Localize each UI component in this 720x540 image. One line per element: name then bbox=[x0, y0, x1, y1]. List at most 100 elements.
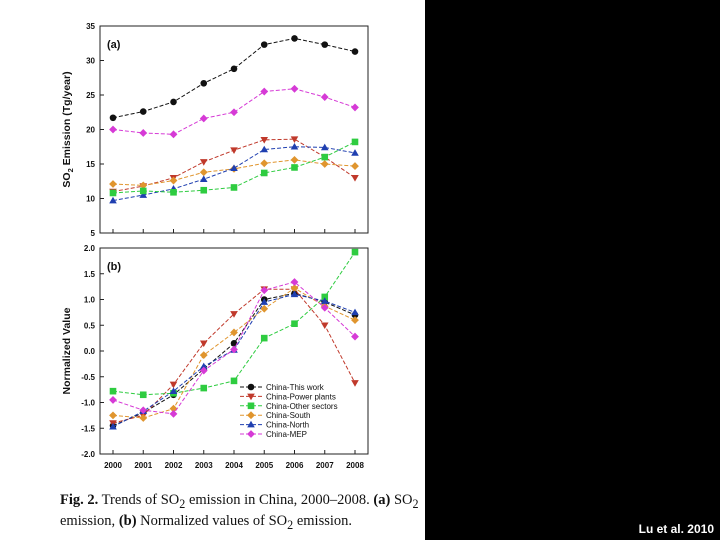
panel-a-point-china-north bbox=[260, 145, 269, 153]
panel-b-point-china-other-sectors bbox=[321, 293, 329, 301]
panel-a-point-china-mep bbox=[320, 93, 329, 101]
panel-b-point-china-power-plants bbox=[230, 311, 238, 318]
panel-a-point-china-mep bbox=[260, 87, 269, 96]
panel-b-ytick-label: 0.0 bbox=[84, 347, 96, 356]
panel-a-point-china-other-sectors bbox=[230, 184, 238, 191]
panel-a-point-china-other-sectors bbox=[351, 138, 359, 146]
panel-a-point-china-other-sectors bbox=[139, 187, 147, 195]
panel-a-point-china-north bbox=[290, 142, 299, 150]
panel-a-point-china-north bbox=[139, 191, 148, 198]
panel-a-point-china-south bbox=[351, 162, 359, 170]
panel-a-point-china-mep bbox=[139, 129, 148, 137]
legend-marker-china-power-plants bbox=[247, 393, 255, 401]
legend-marker-china-south bbox=[247, 411, 255, 420]
panel-b-ytick-label: 1.5 bbox=[84, 270, 96, 279]
panel-a-point-china-south bbox=[320, 160, 329, 168]
panel-a-point-china-this-work bbox=[260, 41, 268, 48]
panel-a-point-china-south bbox=[169, 176, 178, 185]
caption-text-5: Normalized values of SO bbox=[136, 512, 288, 529]
panel-a-point-china-other-sectors bbox=[170, 188, 177, 196]
panel-a-point-china-mep bbox=[109, 125, 117, 134]
panel-b-point-china-south bbox=[109, 411, 117, 420]
panel-b-xtick-label: 2004 bbox=[225, 461, 243, 470]
panel-b-point-china-mep bbox=[260, 286, 269, 295]
panel-a-series-china-this-work bbox=[109, 35, 359, 122]
panel-a-ytick-label: 30 bbox=[86, 57, 95, 66]
panel-b-ylabel: Normalized Value bbox=[61, 307, 73, 394]
panel-a-line-china-north bbox=[112, 146, 356, 202]
panel-b-ytick-label: -1.0 bbox=[81, 399, 95, 408]
panel-a-point-china-north bbox=[230, 164, 238, 171]
panel-b-point-china-north bbox=[320, 297, 329, 304]
legend-marker-china-this-work bbox=[247, 383, 255, 391]
panel-b-chart: -2.0 -1.5 -1.0 -0.5 0.0 0.5 1.0 1.5 2.0 (b) Normal… bbox=[61, 244, 369, 470]
panel-a-point-china-power-plants bbox=[290, 136, 299, 143]
panel-b-point-china-south bbox=[260, 304, 269, 313]
panel-a-ytick-label: 35 bbox=[86, 22, 95, 31]
panel-b-xtick-label: 2007 bbox=[316, 461, 334, 470]
panel-a-point-china-this-work bbox=[291, 35, 298, 42]
panel-b-series-china-south bbox=[109, 284, 359, 422]
panel-a-point-china-north bbox=[199, 175, 208, 182]
panel-b-point-china-south bbox=[169, 404, 178, 413]
panel-b-series-china-other-sectors bbox=[109, 248, 359, 399]
panel-b-line-china-other-sectors bbox=[112, 251, 356, 396]
panel-a-point-china-south bbox=[290, 155, 299, 164]
so2-figure: 5 10 15 20 25 30 35 (a) SO2 Emission (Tg/year) -… bbox=[61, 22, 369, 470]
panel-a-point-china-other-sectors bbox=[321, 153, 329, 161]
panel-b-ytick-label: 2.0 bbox=[84, 244, 96, 253]
panel-b-xtick-label: 2006 bbox=[286, 461, 304, 470]
panel-b-point-china-mep bbox=[320, 303, 329, 312]
panel-a-point-china-power-plants bbox=[351, 175, 359, 182]
legend-label-china-south: China-South bbox=[266, 411, 310, 420]
panel-a-point-china-this-work bbox=[170, 98, 177, 106]
legend-label-china-this-work: China-This work bbox=[266, 383, 325, 392]
panel-b-point-china-other-sectors bbox=[291, 320, 298, 328]
panel-a-point-china-mep bbox=[290, 84, 299, 93]
legend-marker-china-north bbox=[247, 420, 255, 428]
panel-b-ytick-label: -0.5 bbox=[81, 373, 95, 382]
panel-b-point-china-mep bbox=[351, 332, 359, 341]
panel-b-point-china-mep bbox=[230, 345, 238, 354]
panel-b-point-china-mep bbox=[109, 396, 117, 404]
panel-b-xtick-label: 2008 bbox=[346, 461, 364, 470]
panel-b-ytick-label: -1.5 bbox=[81, 424, 95, 433]
panel-b-point-china-north bbox=[199, 362, 208, 370]
panel-a-point-china-power-plants bbox=[199, 159, 208, 166]
panel-b-point-china-mep bbox=[199, 366, 208, 375]
panel-b-point-china-other-sectors bbox=[351, 248, 359, 256]
caption-text-4: emission, bbox=[60, 512, 116, 529]
legend-marker-china-other-sectors bbox=[247, 402, 255, 410]
panel-a-point-china-north bbox=[109, 196, 117, 204]
caption-text-2: emission in China, 2000–2008. bbox=[185, 492, 370, 508]
figure-paper: 5 10 15 20 25 30 35 (a) SO2 Emission (Tg/year) -… bbox=[0, 0, 425, 540]
panel-a-point-china-mep bbox=[199, 114, 208, 123]
panel-b-point-china-other-sectors bbox=[230, 377, 238, 385]
caption-sub-2c: 2 bbox=[287, 517, 294, 532]
panel-a-label: (a) bbox=[107, 39, 121, 51]
panel-b-point-china-north bbox=[260, 298, 269, 305]
panel-b-point-china-this-work bbox=[230, 339, 238, 347]
caption-a-label: (a) bbox=[373, 492, 391, 508]
panel-b-xtick-label: 2002 bbox=[165, 461, 183, 470]
panel-a-ytick-label: 25 bbox=[86, 91, 95, 100]
panel-a-point-china-this-work bbox=[321, 41, 329, 48]
panel-a-ytick-label: 15 bbox=[86, 160, 95, 169]
panel-b-xtick-label: 2001 bbox=[134, 461, 152, 470]
panel-a-point-china-power-plants bbox=[230, 147, 238, 154]
panel-a-frame bbox=[99, 25, 369, 234]
caption-sub-2a: 2 bbox=[179, 496, 186, 511]
panel-b-point-china-other-sectors bbox=[200, 384, 208, 392]
panel-b-point-china-north bbox=[290, 290, 299, 298]
panel-a-point-china-south bbox=[199, 168, 208, 177]
panel-b-point-china-power-plants bbox=[169, 381, 178, 389]
panel-a-point-china-this-work bbox=[200, 79, 208, 87]
panel-a-line-china-mep bbox=[112, 88, 356, 135]
panel-a-point-china-mep bbox=[230, 108, 238, 117]
panel-b-ytick-label: 1.0 bbox=[84, 296, 96, 305]
panel-a-point-china-south bbox=[260, 159, 269, 168]
panel-b-point-china-power-plants bbox=[199, 340, 208, 348]
panel-a-point-china-mep bbox=[169, 130, 178, 139]
legend-marker-china-mep bbox=[247, 430, 255, 438]
panel-b-point-china-mep bbox=[169, 409, 178, 418]
